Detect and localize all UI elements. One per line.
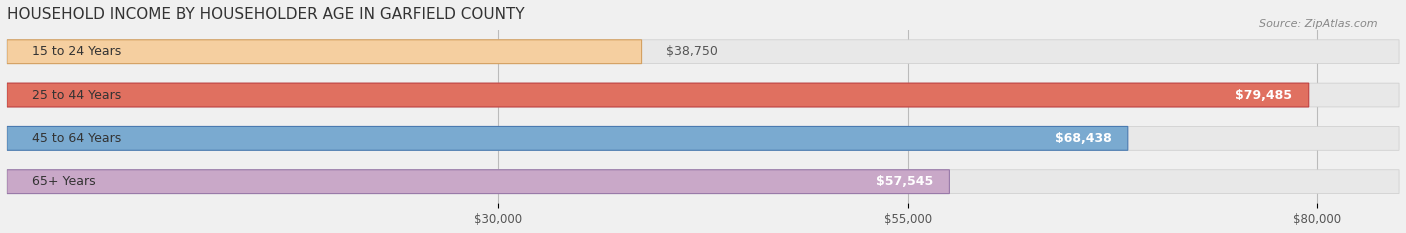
Text: 25 to 44 Years: 25 to 44 Years [31,89,121,102]
Text: 15 to 24 Years: 15 to 24 Years [31,45,121,58]
FancyBboxPatch shape [7,170,949,194]
Text: $68,438: $68,438 [1054,132,1111,145]
Text: HOUSEHOLD INCOME BY HOUSEHOLDER AGE IN GARFIELD COUNTY: HOUSEHOLD INCOME BY HOUSEHOLDER AGE IN G… [7,7,524,22]
FancyBboxPatch shape [7,40,641,64]
FancyBboxPatch shape [7,83,1399,107]
FancyBboxPatch shape [7,170,1399,194]
FancyBboxPatch shape [7,127,1128,150]
FancyBboxPatch shape [7,40,1399,64]
Text: 45 to 64 Years: 45 to 64 Years [31,132,121,145]
Text: 65+ Years: 65+ Years [31,175,96,188]
Text: $57,545: $57,545 [876,175,934,188]
Text: $79,485: $79,485 [1236,89,1292,102]
FancyBboxPatch shape [7,83,1309,107]
Text: $38,750: $38,750 [666,45,718,58]
Text: Source: ZipAtlas.com: Source: ZipAtlas.com [1260,19,1378,29]
FancyBboxPatch shape [7,127,1399,150]
